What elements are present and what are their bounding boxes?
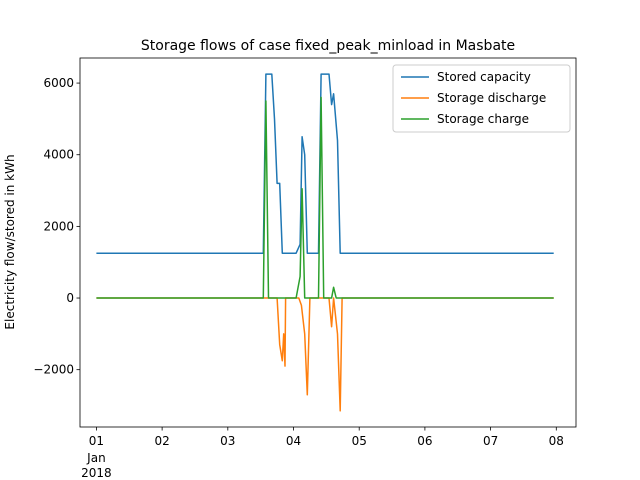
plot-frame bbox=[79, 57, 577, 428]
series-line-1 bbox=[96, 73, 554, 254]
legend: Stored capacity Storage discharge Storage … bbox=[392, 64, 571, 133]
legend-label: Storage discharge bbox=[437, 91, 546, 105]
chart-title: Storage flows of case fixed_peak_minload… bbox=[141, 38, 515, 54]
series-line-3 bbox=[96, 96, 554, 299]
x-tick-label: 03 bbox=[220, 434, 235, 448]
y-tick-label: 0 bbox=[66, 291, 74, 305]
legend-label: Stored capacity bbox=[437, 70, 531, 84]
x-tick-sublabel: 2018 bbox=[81, 466, 112, 480]
series-line-2 bbox=[96, 297, 554, 412]
legend-frame bbox=[392, 64, 571, 133]
y-tick-label: 4000 bbox=[43, 148, 74, 162]
x-tick-label: 02 bbox=[154, 434, 169, 448]
x-tick-label: 05 bbox=[352, 434, 367, 448]
x-tick-label: 04 bbox=[286, 434, 301, 448]
x-tick-label: 06 bbox=[417, 434, 432, 448]
y-tick-label: 6000 bbox=[43, 76, 74, 90]
series-layer bbox=[96, 73, 554, 412]
x-tick-label: 07 bbox=[483, 434, 498, 448]
legend-label: Storage charge bbox=[437, 112, 529, 126]
x-tick-label: 01 bbox=[89, 434, 104, 448]
x-tick-label: 08 bbox=[549, 434, 564, 448]
y-axis-label: Electricity flow/stored in kWh bbox=[3, 154, 17, 329]
y-tick-label: −2000 bbox=[33, 363, 74, 377]
axis-layer: −2000 0 2000 4000 6000 01 02 03 04 05 06 07 08 Jan201… bbox=[33, 57, 577, 480]
y-tick-label: 2000 bbox=[43, 219, 74, 233]
x-tick-sublabel: Jan bbox=[86, 451, 106, 465]
